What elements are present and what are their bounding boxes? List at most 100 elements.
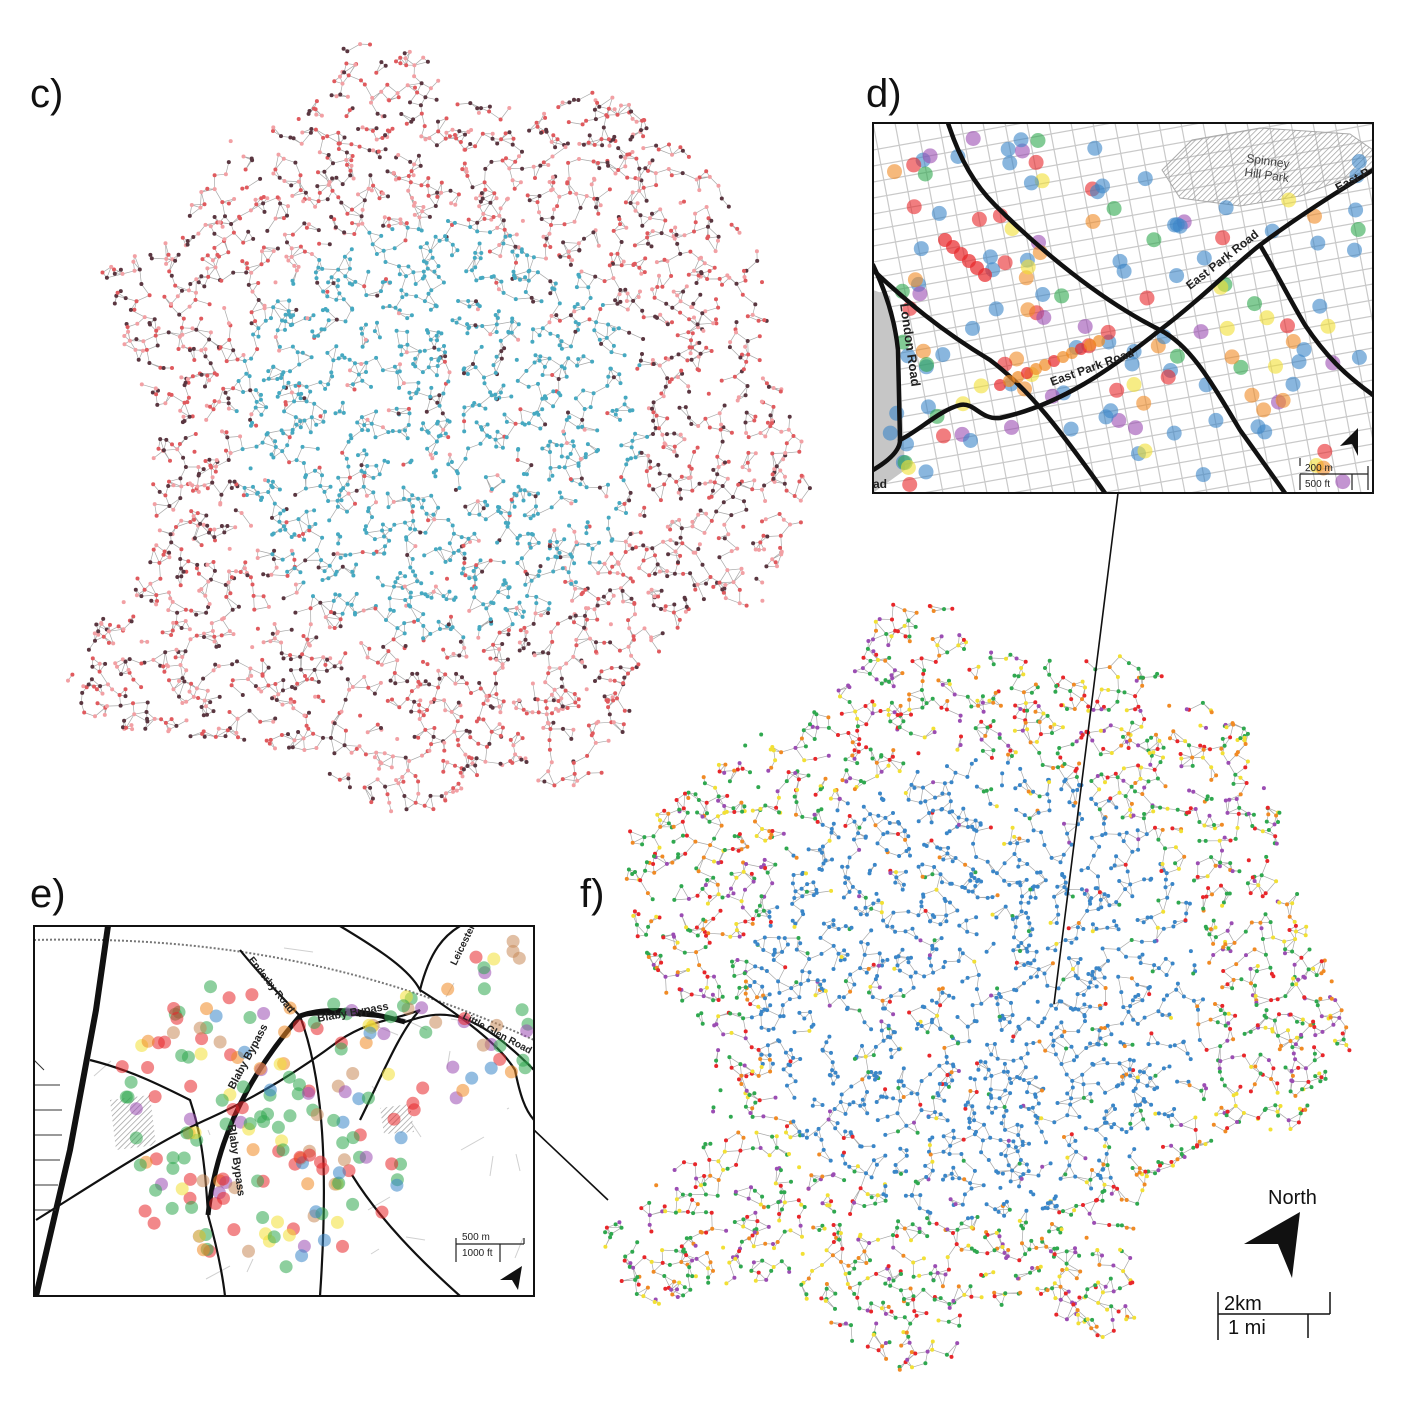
network-node (326, 382, 331, 387)
network-node (1019, 1124, 1024, 1129)
network-node (446, 435, 451, 440)
network-node (516, 447, 521, 451)
network-node (294, 590, 299, 595)
network-node (411, 518, 416, 523)
network-node (674, 232, 679, 237)
network-node (665, 322, 670, 327)
network-node (1161, 745, 1166, 750)
network-node (765, 420, 770, 425)
network-node (1142, 812, 1147, 816)
network-node (511, 743, 516, 748)
network-node (1031, 828, 1036, 833)
network-node (222, 530, 227, 535)
network-node (398, 217, 403, 222)
network-node (314, 548, 319, 553)
network-node (514, 606, 519, 610)
network-node (548, 331, 553, 336)
network-node (1301, 974, 1306, 979)
network-node (653, 171, 658, 176)
network-node (1081, 927, 1086, 931)
network-node (201, 676, 206, 681)
network-node (873, 823, 878, 828)
network-node (903, 929, 908, 934)
network-node (396, 781, 401, 786)
network-node (625, 457, 630, 462)
network-node (254, 202, 259, 207)
network-node (550, 473, 555, 478)
network-node (220, 224, 225, 229)
network-node (1234, 797, 1239, 801)
network-node (181, 569, 186, 574)
network-node (722, 403, 727, 408)
network-node (1109, 1191, 1114, 1196)
network-node (179, 574, 184, 579)
network-node (694, 925, 699, 930)
network-node (202, 631, 206, 636)
network-node (1101, 746, 1106, 751)
network-node (576, 697, 581, 702)
network-node (457, 129, 462, 134)
network-node (282, 179, 287, 183)
network-node (1313, 1033, 1318, 1038)
network-node (180, 655, 185, 659)
network-node (427, 748, 432, 753)
network-node (1102, 1144, 1107, 1149)
network-node (269, 483, 274, 488)
network-node (429, 288, 434, 293)
network-node (611, 698, 616, 703)
network-node (692, 583, 697, 588)
network-node (1035, 974, 1039, 979)
network-node (293, 582, 298, 587)
network-node (704, 933, 708, 938)
network-node (423, 679, 428, 684)
network-node (1036, 1101, 1041, 1106)
network-node (280, 702, 285, 707)
network-node (704, 581, 708, 586)
network-node (314, 635, 319, 640)
network-node (1268, 1127, 1273, 1132)
network-node (1002, 1213, 1007, 1218)
network-node (425, 662, 430, 667)
network-node (300, 130, 305, 135)
network-node (418, 245, 423, 250)
network-node (227, 479, 232, 484)
network-node (501, 479, 506, 484)
network-node (874, 1271, 879, 1276)
network-node (513, 611, 518, 616)
network-node (179, 325, 184, 330)
network-node (510, 319, 514, 324)
network-node (238, 434, 243, 439)
network-node (649, 638, 654, 643)
network-node (651, 400, 656, 405)
network-node (744, 431, 749, 435)
network-node (366, 269, 371, 274)
network-node (1034, 1120, 1039, 1125)
network-node (110, 687, 115, 692)
network-node (505, 657, 510, 662)
network-node (234, 409, 239, 414)
network-node (1021, 690, 1026, 695)
network-node (583, 587, 588, 592)
network-node (272, 501, 277, 506)
network-node (669, 355, 674, 360)
network-node (984, 1202, 989, 1207)
network-node (700, 311, 705, 316)
network-node (542, 779, 547, 784)
network-node (735, 226, 740, 231)
network-node (327, 563, 332, 568)
network-node (931, 726, 936, 731)
network-node (487, 249, 492, 254)
network-node (538, 163, 543, 168)
network-node (301, 736, 306, 741)
network-node (978, 821, 983, 826)
network-node (280, 449, 285, 454)
network-node (1282, 939, 1287, 944)
network-node (349, 163, 354, 168)
network-node (639, 128, 643, 133)
network-node (847, 1102, 852, 1107)
network-node (1040, 1239, 1045, 1244)
network-node (390, 697, 394, 702)
network-node (148, 581, 153, 586)
network-node (202, 202, 207, 207)
network-node (641, 315, 646, 320)
